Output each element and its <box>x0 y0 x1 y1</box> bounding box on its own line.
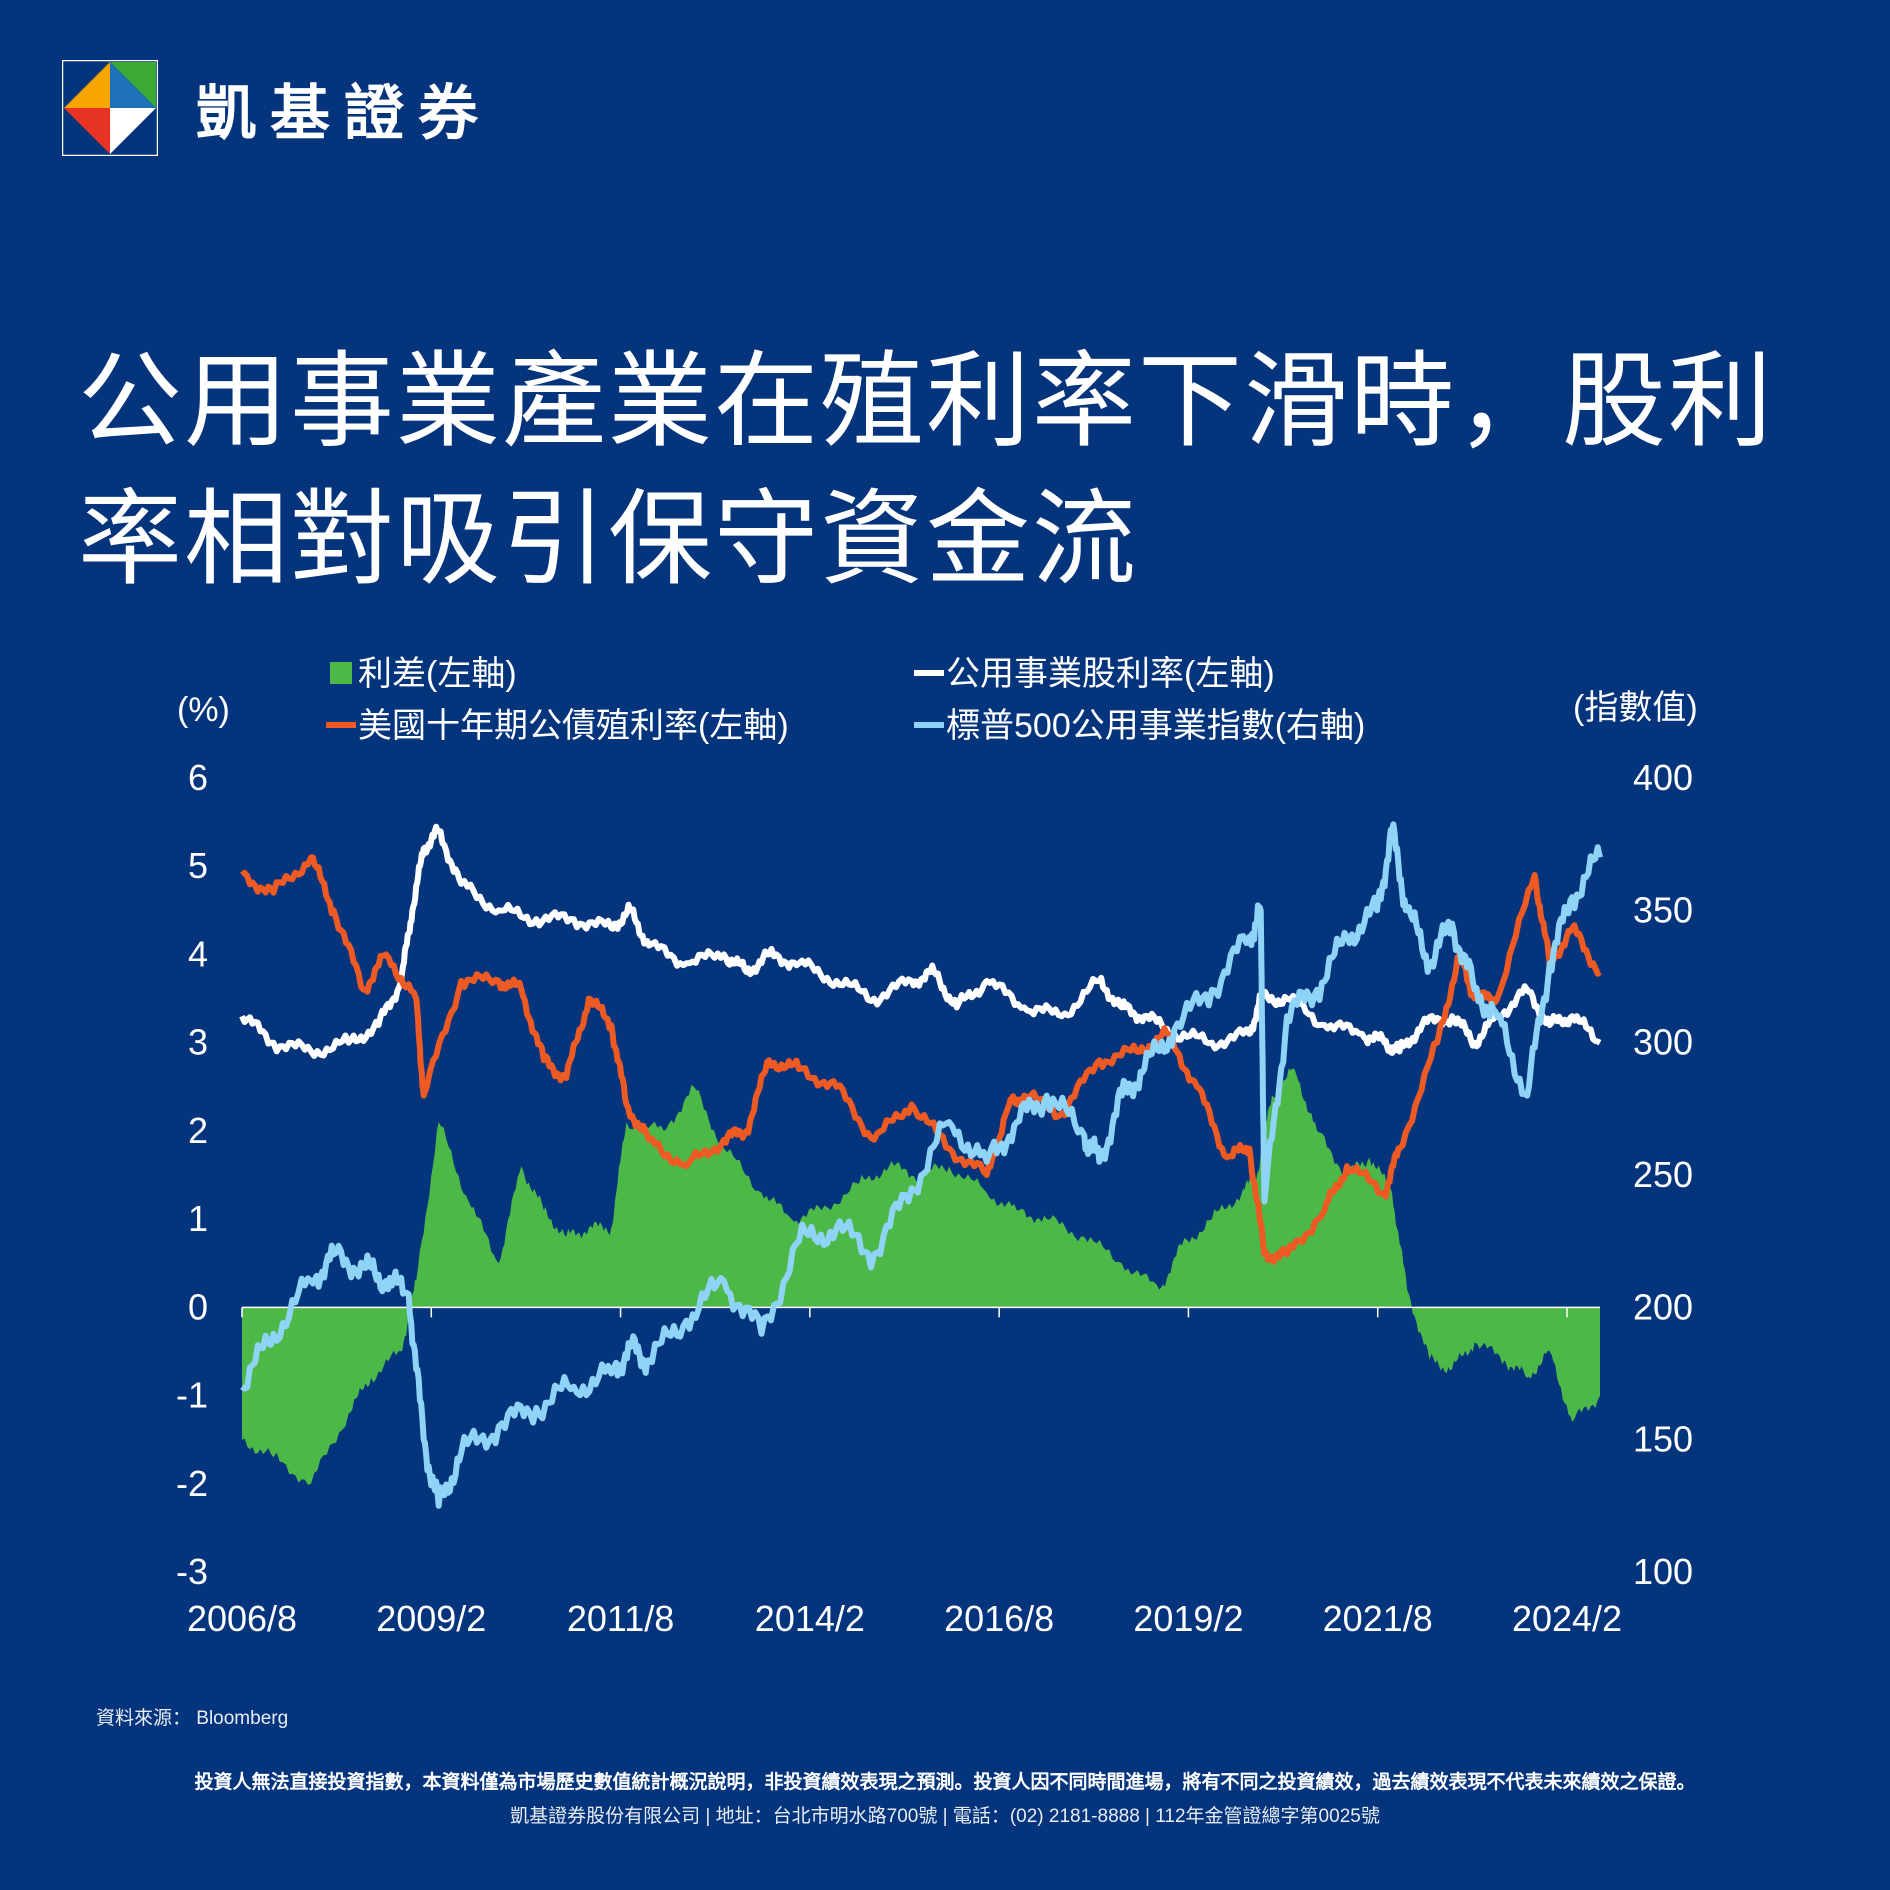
y-tick-label-right: 100 <box>1633 1551 1693 1592</box>
x-tick-label: 2009/2 <box>376 1598 486 1639</box>
y-tick-label-left: 0 <box>188 1286 208 1327</box>
company-info: 凱基證券股份有限公司 | 地址：台北市明水路700號 | 電話：(02) 218… <box>510 1806 1380 1827</box>
y-tick-label-left: -2 <box>176 1463 208 1504</box>
legend-swatch-index <box>914 722 944 728</box>
legend-swatch-treasury <box>326 722 356 728</box>
x-tick-label: 2011/8 <box>567 1598 674 1639</box>
utility-yield-line <box>239 823 1602 1059</box>
treasury-yield-line <box>240 854 1602 1265</box>
y-tick-label-right: 400 <box>1633 757 1693 798</box>
y-tick-label-left: 6 <box>188 757 208 798</box>
chart: 利差(左軸) 公用事業股利率(左軸) 美國十年期公債殖利率(左軸) 標普500公… <box>176 655 1698 1639</box>
legend-label-index: 標普500公用事業指數(右軸) <box>946 707 1365 745</box>
x-tick-label: 2016/8 <box>944 1598 1054 1639</box>
y-tick-label-right: 300 <box>1633 1022 1693 1063</box>
utility-index-line <box>240 821 1603 1509</box>
y-tick-label-right: 250 <box>1633 1154 1693 1195</box>
y-axis-unit-left: (%) <box>177 691 230 729</box>
x-tick-label: 2021/8 <box>1323 1598 1433 1639</box>
source-note: 資料來源： Bloomberg <box>96 1708 289 1729</box>
x-tick-label: 2006/8 <box>187 1598 297 1639</box>
spread-area <box>242 1068 1600 1485</box>
brand-name: 凱基證券 <box>196 78 492 149</box>
chart-legend: 利差(左軸) 公用事業股利率(左軸) 美國十年期公債殖利率(左軸) 標普500公… <box>326 655 1365 745</box>
kgi-logo-icon <box>62 60 158 156</box>
plot-area: 6 5 4 3 2 1 0 -1 -2 -3 400 350 300 250 200 150 100 2006/8… <box>176 757 1693 1639</box>
y-tick-label-left: 2 <box>188 1110 208 1151</box>
x-tick-label: 2019/2 <box>1133 1598 1243 1639</box>
legend-swatch-spread <box>330 662 352 684</box>
brand: 凱基證券 <box>62 60 492 156</box>
x-tick-label: 2014/2 <box>755 1598 865 1639</box>
y-tick-label-left: 1 <box>188 1198 208 1239</box>
page-title-line-1: 公用事業產業在殖利率下滑時，股利 <box>78 340 1775 462</box>
legend-swatch-utility-yield <box>914 670 944 676</box>
y-tick-label-left: -3 <box>176 1551 208 1592</box>
x-tick-label: 2024/2 <box>1512 1598 1622 1639</box>
y-axis-unit-right: (指數值) <box>1573 689 1698 727</box>
y-tick-label-left: 3 <box>188 1022 208 1063</box>
y-tick-label-right: 350 <box>1633 889 1693 930</box>
y-tick-label-left: 5 <box>188 845 208 886</box>
page-title-line-2: 率相對吸引保守資金流 <box>78 478 1139 600</box>
y-tick-label-left: 4 <box>188 933 208 974</box>
legend-label-utility-yield: 公用事業股利率(左軸) <box>946 655 1275 693</box>
legend-label-spread: 利差(左軸) <box>358 655 517 693</box>
page-title: 公用事業產業在殖利率下滑時，股利 率相對吸引保守資金流 <box>78 332 1838 608</box>
y-tick-label-right: 200 <box>1633 1286 1693 1327</box>
y-tick-label-right: 150 <box>1633 1419 1693 1460</box>
legend-label-treasury: 美國十年期公債殖利率(左軸) <box>358 707 789 745</box>
y-tick-label-left: -1 <box>176 1375 208 1416</box>
disclaimer: 投資人無法直接投資指數，本資料僅為市場歷史數值統計概況說明，非投資績效表現之預測… <box>194 1772 1696 1793</box>
